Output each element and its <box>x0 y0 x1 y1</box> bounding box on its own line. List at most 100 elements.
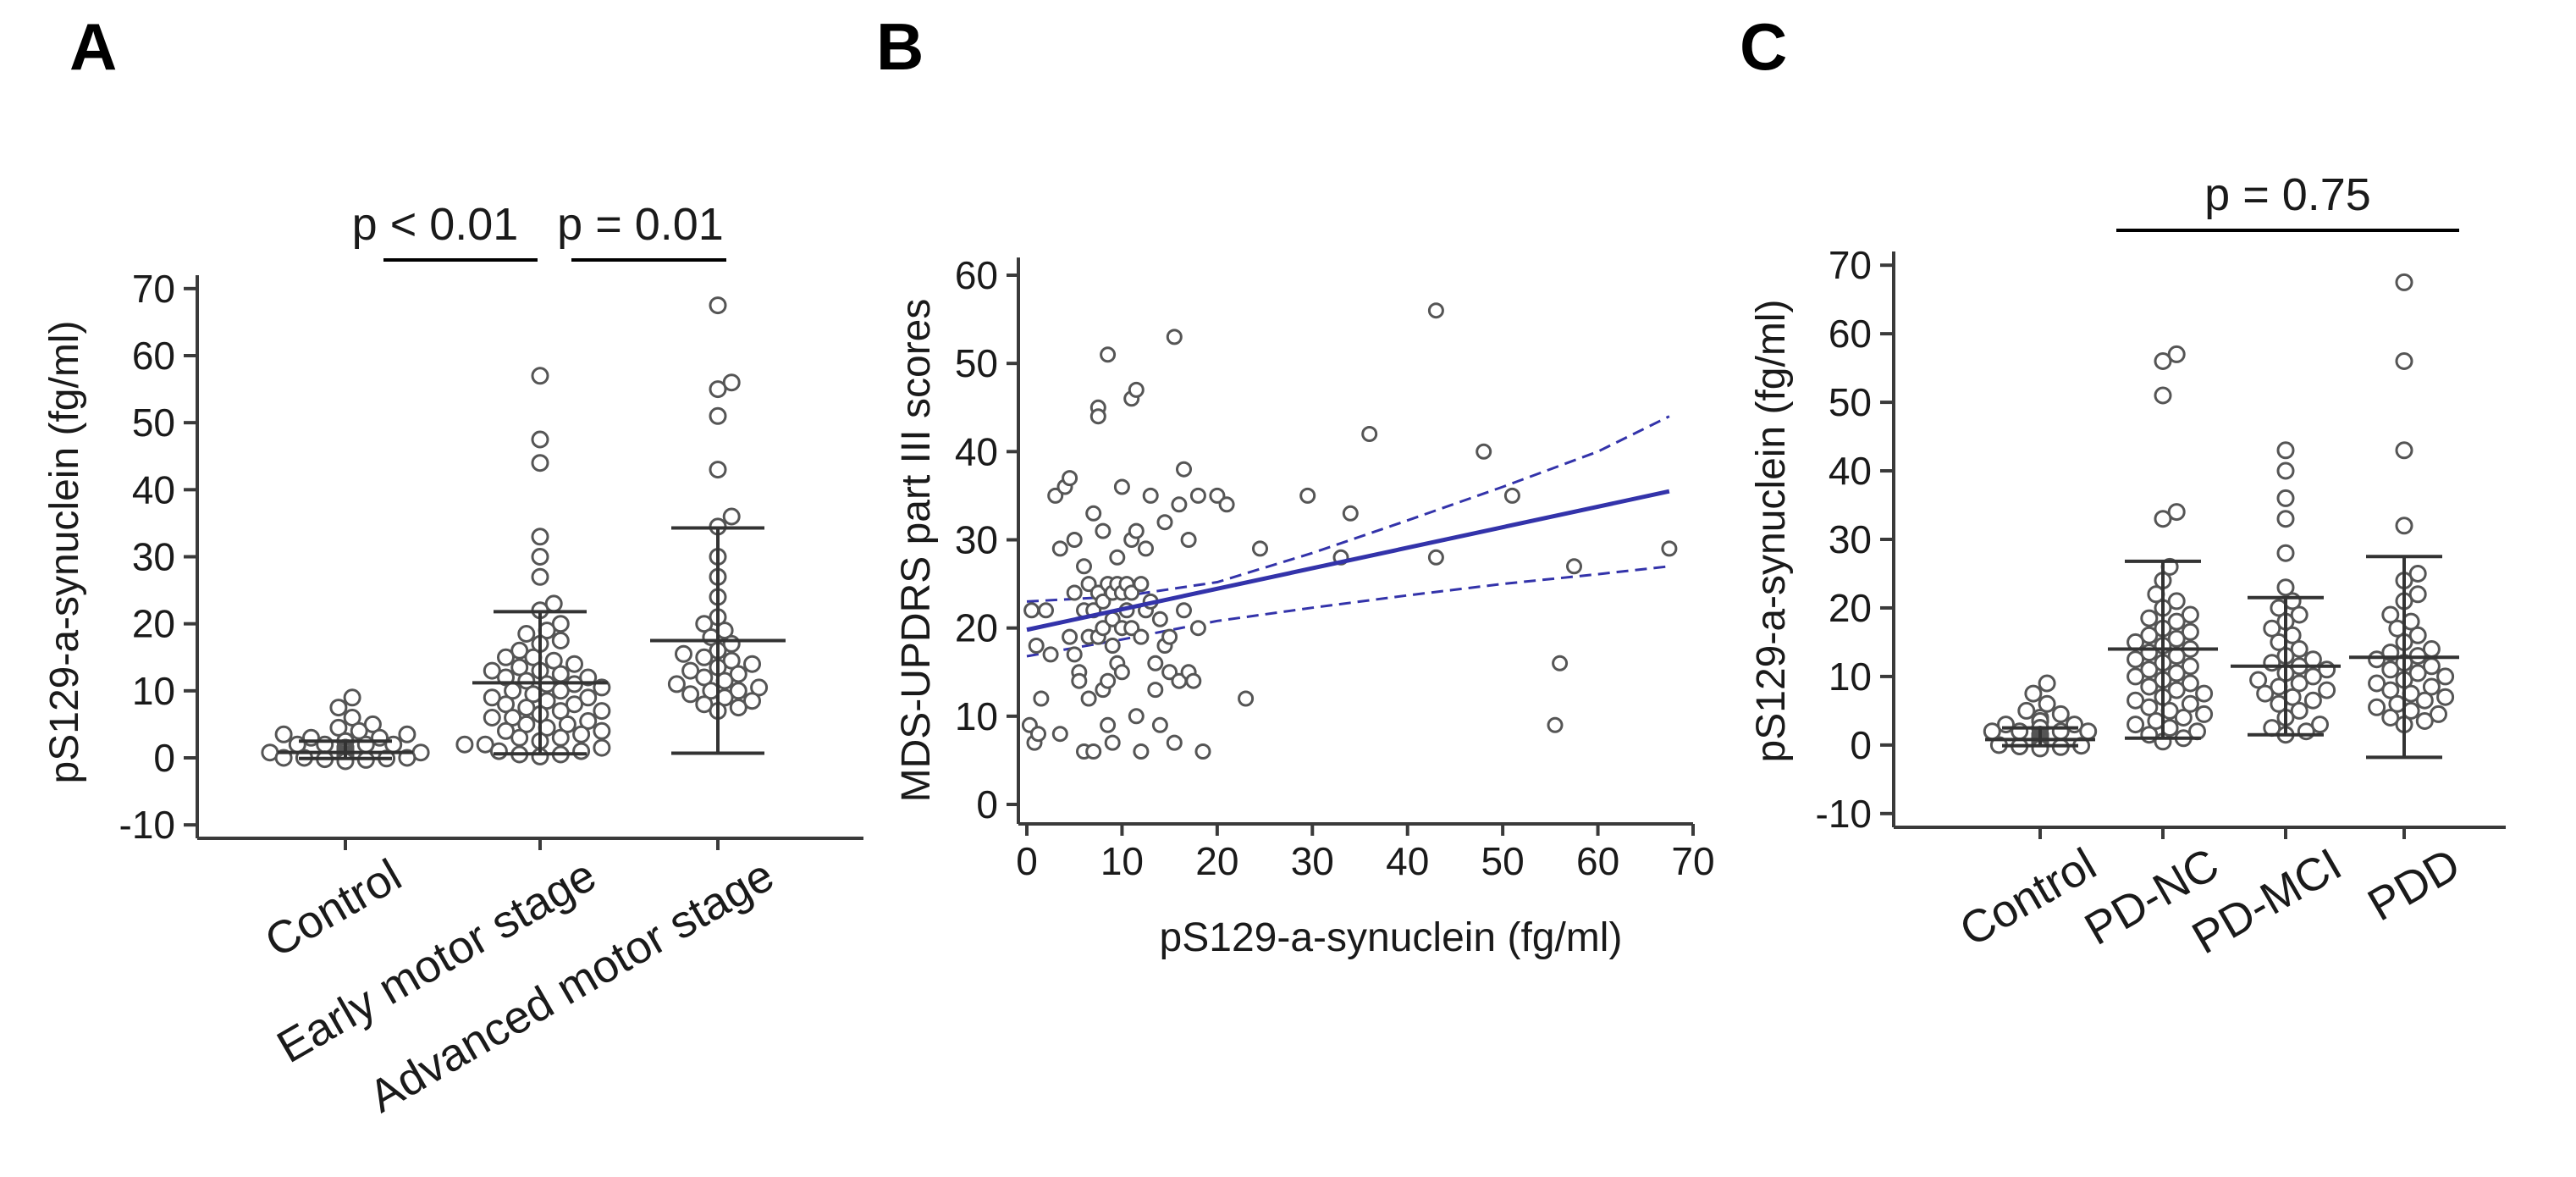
panel-c-pdd-point <box>2381 709 2400 727</box>
panel-c-pd-nc-point <box>2167 345 2186 363</box>
panel-c-y-tick-label-40: 40 <box>1829 449 1872 493</box>
panel-b-y-tick-label-50: 50 <box>955 341 998 385</box>
panel-a-advanced-motor-stage-point <box>681 661 700 680</box>
panel-letter-a: A <box>69 9 117 84</box>
panel-b-point <box>1089 408 1106 425</box>
panel-a-advanced-motor-stage-point <box>695 615 714 633</box>
panel-c-y-tick-label-50: 50 <box>1829 380 1872 424</box>
panel-a-early-motor-stage-point <box>558 715 576 733</box>
panel-a-early-motor-stage-point <box>517 715 536 733</box>
panel-b-y-tick-label-20: 20 <box>955 606 998 650</box>
panel-b-point <box>1427 549 1444 566</box>
panel-a-early-motor-stage-point <box>544 651 563 670</box>
panel-b-point <box>1147 655 1164 671</box>
panel-c-pdd-point <box>2381 605 2400 624</box>
panel-c-pd-mci-point <box>2263 654 2281 672</box>
panel-c-pdd-group <box>2349 273 2459 760</box>
panel-a-early-motor-stage-point <box>489 742 508 760</box>
panel-c-pd-nc-point <box>2154 352 2172 370</box>
panel-a-early-motor-stage-point <box>551 702 570 721</box>
panel-a-control-point <box>343 688 361 707</box>
panel-c-y-tick-label-20: 20 <box>1829 586 1872 630</box>
panel-a-y-tick-label-10: -10 <box>119 803 175 847</box>
panel-c-pd-mci-point <box>2290 640 2308 658</box>
panel-a-early-motor-stage-point <box>593 738 611 757</box>
panel-a-advanced-motor-stage-point <box>681 685 700 704</box>
panel-b-point <box>1100 346 1117 363</box>
panel-b-point <box>1104 638 1121 654</box>
panel-b-x-tick-label-70: 70 <box>1671 839 1714 883</box>
panel-b-chart: MDS-UPDRS part III scores pS129-a-synucl… <box>894 253 1715 960</box>
panel-b-point <box>1062 470 1078 487</box>
panel-a-early-motor-stage-point <box>517 625 536 643</box>
panel-c-pd-nc-point <box>2126 716 2145 734</box>
panel-b-point <box>1238 690 1255 707</box>
panel-b-point <box>1342 505 1359 522</box>
panel-c-pdd-category-label: PDD <box>2359 838 2468 931</box>
panel-a-control-point <box>316 735 334 754</box>
panel-c-control-point <box>2038 674 2056 693</box>
panel-c-y-tick-label-70: 70 <box>1829 243 1872 287</box>
panel-b-point <box>1142 487 1159 504</box>
panel-c-pd-nc-point <box>2154 386 2172 405</box>
panel-b-point <box>1133 743 1150 760</box>
panel-c-pd-nc-point <box>2167 612 2186 631</box>
panel-b-point <box>1361 426 1378 442</box>
panel-a-advanced-motor-stage-point <box>743 692 761 710</box>
panel-b-point <box>1030 726 1046 743</box>
panel-a-control-point <box>363 715 382 733</box>
panel-a-control-point <box>350 721 368 740</box>
panel-a-advanced-motor-stage-point <box>695 648 714 666</box>
panel-letter-b: B <box>876 9 924 84</box>
panel-c-pd-nc-point <box>2167 664 2186 682</box>
panel-c-pd-mci-point <box>2249 671 2268 689</box>
panel-a-advanced-motor-stage-point <box>695 668 714 687</box>
panel-b-point <box>1123 584 1140 601</box>
panel-c-pd-mci-point <box>2276 489 2295 507</box>
panel-b-x-axis-label: pS129-a-synuclein (fg/ml) <box>1160 915 1623 960</box>
panel-a-early-motor-stage-point <box>455 735 474 754</box>
panel-c-control-group <box>1983 674 2098 758</box>
panel-c-pd-nc-point <box>2126 691 2145 710</box>
panel-b-point <box>1128 381 1145 398</box>
panel-b-x-tick-label-10: 10 <box>1100 839 1144 883</box>
panel-b-point <box>1113 664 1130 681</box>
panel-a-early-motor-stage-point <box>510 641 529 660</box>
panel-c-pdd-point <box>2415 691 2434 710</box>
panel-a-early-motor-stage-point <box>551 728 570 747</box>
panel-a-early-motor-stage-point <box>531 367 549 385</box>
panel-b-point <box>1138 540 1154 557</box>
panel-c-control-point <box>2051 705 2070 723</box>
panel-b-point <box>1166 734 1183 751</box>
panel-a-advanced-motor-stage-point <box>729 699 747 717</box>
panel-c-pd-mci-point <box>2290 674 2308 693</box>
panel-c-pd-nc-point <box>2181 674 2199 693</box>
panel-c-y-tick-label-10: 10 <box>1829 655 1872 699</box>
panel-a-p-value-1: p < 0.01 <box>352 199 519 250</box>
panel-c-pd-nc-point <box>2140 660 2159 679</box>
panel-c-pd-nc-point <box>2195 684 2214 703</box>
panel-c-control-point <box>2038 694 2056 713</box>
panel-b-x-tick-label-20: 20 <box>1195 839 1238 883</box>
panel-c-pd-nc-point <box>2195 705 2214 723</box>
panel-b-y-tick-label-10: 10 <box>955 694 998 738</box>
panel-c-y-tick-label-60: 60 <box>1829 312 1872 356</box>
panel-a-early-motor-stage-point <box>517 671 536 690</box>
panel-a-advanced-motor-stage-point <box>695 695 714 714</box>
panel-b-x-tick-label-0: 0 <box>1016 839 1038 883</box>
panel-b-x-tick-label-40: 40 <box>1386 839 1429 883</box>
panel-b-point <box>1071 672 1088 689</box>
panel-a-early-motor-stage-point <box>579 688 598 707</box>
panel-b-point <box>1147 682 1164 699</box>
panel-c-y-axis-label: pS129-a-synuclein (fg/ml) <box>1749 300 1794 763</box>
panel-a-early-motor-stage-point <box>510 728 529 747</box>
panel-c-pdd-point <box>2381 660 2400 679</box>
panel-c-pd-mci-point <box>2256 684 2275 703</box>
panel-b-point <box>1095 620 1111 637</box>
panel-a-advanced-motor-stage-point <box>722 507 741 526</box>
panel-b-point <box>1218 496 1235 513</box>
panel-b-y-tick-label-30: 30 <box>955 518 998 562</box>
panel-b-point <box>1100 716 1117 733</box>
panel-c-pd-nc-point <box>2140 609 2159 627</box>
panel-c-control-category-label: Control <box>1951 838 2104 956</box>
